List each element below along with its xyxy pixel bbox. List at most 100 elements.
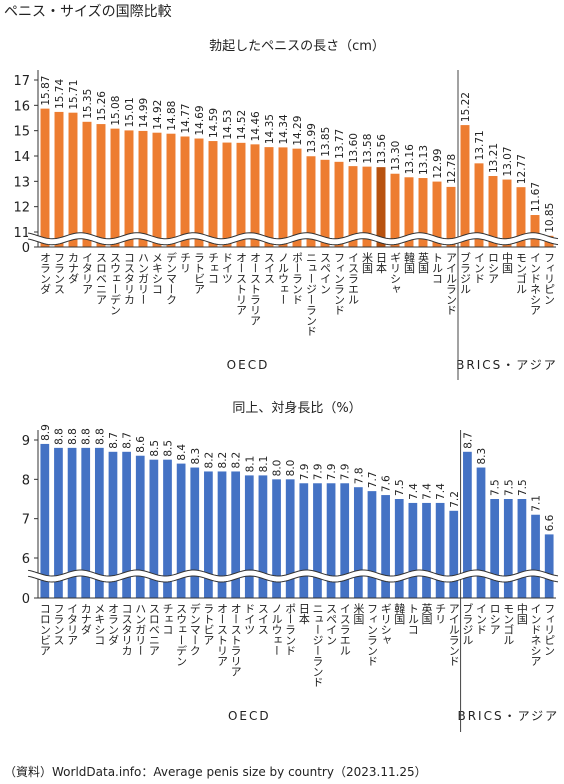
group-label: OECD	[228, 709, 271, 723]
value-label: 8.2	[217, 452, 229, 469]
bar	[381, 495, 390, 598]
bar	[94, 447, 104, 598]
value-label: 7.9	[340, 464, 352, 481]
axis-break	[28, 232, 558, 245]
category-label: メキシコ	[93, 603, 106, 645]
value-label: 8.4	[176, 444, 188, 461]
category-label: ブラジル	[461, 602, 474, 645]
value-label: 14.92	[152, 100, 164, 130]
value-label: 7.5	[394, 479, 406, 496]
value-label: 7.5	[490, 479, 502, 496]
value-label: 7.4	[435, 483, 447, 500]
category-label: ギリシャ	[379, 603, 392, 645]
bar	[490, 499, 500, 598]
page-title: ペニス・サイズの国際比較	[4, 4, 172, 20]
axis-break	[28, 570, 558, 582]
chart-title: 同上、対身長比（%）	[232, 400, 361, 416]
value-label: 13.77	[334, 129, 346, 159]
bar	[306, 156, 316, 247]
category-label: チェコ	[161, 603, 174, 635]
bar	[176, 463, 186, 598]
category-label: スペイン	[319, 252, 332, 294]
category-label: フィンランド	[365, 603, 378, 666]
bar	[517, 499, 527, 598]
category-label: スイス	[263, 252, 276, 284]
bar	[40, 443, 50, 598]
category-label: オーストリア	[216, 603, 229, 667]
group-label: BRICS・アジア	[457, 709, 559, 723]
value-label: 13.85	[320, 127, 332, 157]
bar	[54, 447, 63, 598]
value-label: 8.0	[285, 460, 297, 477]
bar	[432, 181, 442, 247]
value-label: 15.87	[40, 76, 52, 106]
bar	[272, 479, 281, 598]
y-tick-label: 8	[22, 473, 30, 488]
value-label: 8.5	[149, 440, 161, 457]
value-label: 7.7	[367, 471, 379, 488]
value-label: 8.7	[108, 432, 120, 449]
value-label: 7.9	[299, 464, 311, 481]
bar	[208, 141, 218, 247]
bar	[204, 471, 213, 598]
bar	[404, 177, 414, 247]
category-label: スロベニア	[95, 252, 108, 305]
category-label: インド	[475, 603, 488, 635]
y-tick-label: 17	[13, 74, 30, 89]
bar	[82, 121, 92, 247]
value-label: 8.0	[272, 460, 284, 477]
category-label: ポーランド	[284, 603, 297, 656]
bar	[122, 451, 131, 598]
group-label: OECD	[227, 358, 270, 372]
bar	[348, 166, 358, 247]
bar	[422, 502, 431, 598]
value-label: 15.01	[124, 97, 136, 127]
y-tick-label: 12	[13, 201, 30, 216]
value-label: 10.85	[544, 203, 556, 233]
bar	[96, 124, 106, 247]
axis-break-line	[27, 232, 559, 240]
bar	[334, 161, 344, 247]
value-label: 7.9	[312, 464, 324, 481]
category-label: トルコ	[431, 252, 444, 284]
category-label: チリ	[434, 603, 447, 624]
category-label: フィリピン	[543, 252, 556, 305]
value-label: 13.60	[348, 133, 360, 163]
bar	[516, 187, 526, 247]
y-tick-label: 9	[22, 434, 30, 449]
value-label: 8.9	[40, 424, 52, 441]
category-label: トルコ	[406, 603, 419, 635]
value-label: 8.8	[67, 428, 79, 445]
value-label: 8.8	[53, 428, 65, 445]
bar	[394, 499, 404, 598]
chart-title: 勃起したペニスの長さ（cm）	[209, 39, 385, 54]
value-label: 11.67	[530, 182, 542, 212]
category-label: コスタリカ	[120, 603, 133, 656]
category-label: インドネシア	[529, 252, 542, 315]
value-label: 14.53	[222, 110, 234, 140]
category-label: オランダ	[106, 603, 119, 646]
value-label: 7.8	[353, 467, 365, 484]
category-label: スイス	[256, 603, 269, 635]
bar	[236, 142, 246, 247]
value-label: 12.77	[516, 154, 528, 184]
category-label: ニュージーランド	[311, 603, 324, 687]
bar	[67, 447, 77, 598]
bar	[376, 167, 386, 247]
value-label: 7.2	[449, 491, 461, 508]
category-label: フィリピン	[543, 603, 556, 656]
value-label: 15.08	[110, 96, 122, 126]
value-label: 7.6	[381, 475, 393, 492]
value-label: 15.22	[460, 92, 472, 122]
category-label: オーストラリア	[249, 252, 262, 326]
bar	[217, 471, 227, 598]
category-label: メキシコ	[151, 252, 164, 294]
source-note: （資料）WorldData.info：Average penis size by…	[4, 765, 427, 779]
value-label: 14.34	[278, 114, 290, 144]
value-label: 6.6	[544, 514, 556, 531]
bar	[190, 467, 200, 598]
bar	[463, 451, 472, 598]
bar	[54, 111, 64, 247]
bar	[531, 514, 540, 598]
category-label: 日本	[375, 252, 388, 274]
